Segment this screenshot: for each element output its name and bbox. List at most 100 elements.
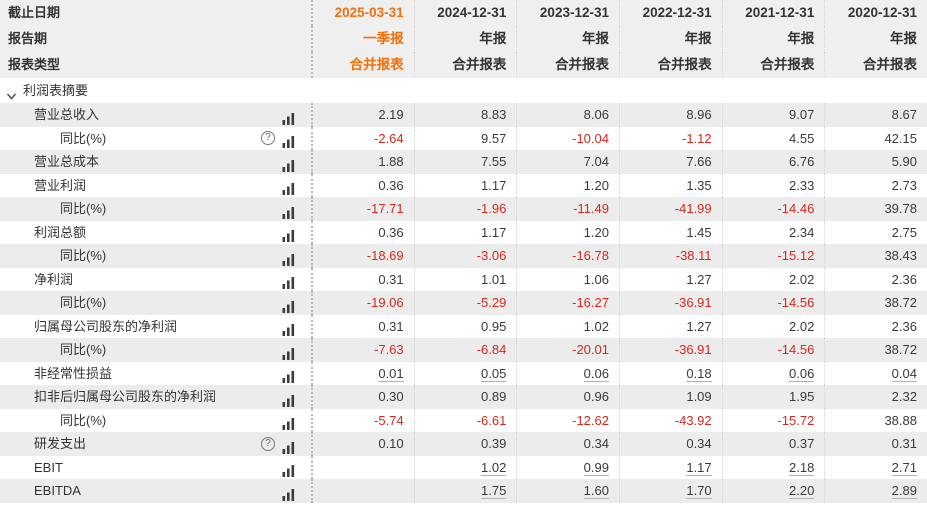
value-number[interactable]: 2.71 <box>891 459 917 476</box>
column-date-2022-12-31: 2022-12-31 <box>618 0 722 26</box>
bar-chart-icon[interactable] <box>282 344 295 360</box>
value-number: 2.02 <box>789 318 815 334</box>
value-number[interactable]: 0.18 <box>686 365 712 382</box>
value-number: -6.84 <box>476 342 507 357</box>
value-cell: 9.57 <box>413 126 517 150</box>
value-number[interactable]: 1.75 <box>481 483 507 499</box>
bar-chart-icon[interactable] <box>282 156 295 172</box>
bar-chart-icon[interactable] <box>282 461 295 478</box>
value-cell: 1.27 <box>618 267 722 291</box>
value-number[interactable]: 0.04 <box>891 365 917 382</box>
chevron-down-icon[interactable] <box>6 85 17 100</box>
value-number[interactable]: 2.20 <box>789 483 815 499</box>
bar-chart-icon[interactable] <box>282 367 295 384</box>
value-number: -11.49 <box>573 201 609 216</box>
value-cell: -16.78 <box>516 244 619 268</box>
value-number: 2.36 <box>891 271 917 287</box>
value-cell <box>311 455 414 479</box>
value-number: -17.71 <box>366 201 404 216</box>
metric-label-cell: 同比(%) <box>0 409 311 433</box>
value-number: 1.01 <box>481 271 507 287</box>
bar-chart-icon[interactable] <box>282 179 295 196</box>
value-cell: 5.90 <box>824 150 927 174</box>
value-cell: 1.20 <box>516 173 619 197</box>
value-number: 0.96 <box>583 389 609 404</box>
bar-chart-icon[interactable] <box>282 438 295 454</box>
bottom-strip <box>0 502 927 509</box>
value-number: 9.07 <box>789 107 815 122</box>
value-number[interactable]: 0.06 <box>583 365 609 382</box>
value-number: -15.72 <box>777 412 815 428</box>
value-cell: 0.34 <box>618 432 722 456</box>
value-cell: -36.91 <box>618 291 722 315</box>
metric-row: 营业利润 0.36 1.17 1.20 1.35 2.33 2.73 <box>0 173 927 197</box>
bar-chart-icon[interactable] <box>282 226 295 243</box>
value-number[interactable]: 0.99 <box>583 459 609 476</box>
bar-chart-icon[interactable] <box>282 485 295 501</box>
metric-label: 同比(%) <box>60 342 107 357</box>
value-number: 1.17 <box>481 177 507 193</box>
metric-label-cell: 同比(%) <box>0 197 311 221</box>
value-number: -5.29 <box>476 295 507 310</box>
bar-chart-icon[interactable] <box>282 250 295 266</box>
section-title: 利润表摘要 <box>23 83 89 98</box>
value-number[interactable]: 1.02 <box>481 459 507 476</box>
value-number: -1.12 <box>682 130 712 146</box>
bar-chart-icon[interactable] <box>282 109 295 125</box>
value-number: 7.04 <box>583 154 609 169</box>
metric-label: 营业总收入 <box>34 107 100 122</box>
value-cell: 2.73 <box>824 173 927 197</box>
value-number[interactable]: 0.06 <box>789 365 815 382</box>
value-cell: 8.96 <box>618 103 722 127</box>
bar-chart-icon[interactable] <box>282 273 295 290</box>
metric-label-cell: 归属母公司股东的净利润 <box>0 315 311 339</box>
value-number: 2.34 <box>789 224 815 240</box>
help-icon[interactable]: ? <box>261 436 275 451</box>
metric-label: 同比(%) <box>60 248 107 263</box>
value-number: 39.78 <box>884 201 917 216</box>
bar-chart-icon[interactable] <box>282 391 295 407</box>
column-report-type-2020-12-31: 合并报表 <box>824 52 927 78</box>
bar-chart-icon[interactable] <box>282 203 295 219</box>
value-number[interactable]: 0.05 <box>481 365 507 382</box>
value-number: -6.61 <box>476 412 507 428</box>
header-row-date: 截止日期 2025-03-31 2024-12-31 2023-12-31 2022-… <box>0 0 927 26</box>
value-cell: 0.18 <box>618 361 722 385</box>
bar-chart-icon[interactable] <box>282 132 295 149</box>
value-number[interactable]: 1.17 <box>686 459 712 476</box>
help-icon[interactable]: ? <box>261 131 275 146</box>
value-cell: 2.34 <box>721 220 825 244</box>
value-number: 1.17 <box>481 224 507 240</box>
value-number[interactable]: 1.60 <box>583 483 609 499</box>
column-report-type-2025-03-31: 合并报表 <box>311 52 414 78</box>
metric-row: 归属母公司股东的净利润 0.31 0.95 1.02 1.27 2.02 2.36 <box>0 314 927 339</box>
row-icons <box>282 273 303 290</box>
value-cell: 1.17 <box>413 173 517 197</box>
bar-chart-icon[interactable] <box>282 414 295 431</box>
metric-label-cell: EBITDA <box>0 479 311 503</box>
metric-label-cell: 利润总额 <box>0 221 311 245</box>
metric-row: 营业总成本 1.88 7.55 7.04 7.66 6.76 5.90 <box>0 150 927 174</box>
bar-chart-icon[interactable] <box>282 297 295 313</box>
value-number: -16.78 <box>572 248 609 263</box>
value-cell: 0.89 <box>413 385 517 409</box>
value-cell: -12.62 <box>516 408 619 432</box>
value-number: -14.46 <box>777 201 815 216</box>
value-number: 1.06 <box>583 271 609 287</box>
value-number[interactable]: 2.18 <box>789 459 815 476</box>
value-number: -10.04 <box>572 130 609 146</box>
value-number: -16.27 <box>572 295 609 310</box>
value-number: 1.02 <box>583 318 609 334</box>
metric-label-cell: 营业总收入 <box>0 103 311 127</box>
value-number[interactable]: 1.70 <box>686 483 712 499</box>
value-cell: 1.88 <box>311 150 414 174</box>
value-number[interactable]: 2.89 <box>891 483 917 499</box>
section-header-income-statement[interactable]: 利润表摘要 <box>0 78 927 103</box>
value-cell: 0.10 <box>311 432 414 456</box>
value-number: 1.45 <box>686 224 712 240</box>
bar-chart-icon[interactable] <box>282 320 295 337</box>
value-number[interactable]: 0.01 <box>378 365 404 382</box>
value-cell: 0.96 <box>516 385 619 409</box>
value-cell <box>311 479 414 503</box>
metric-row: 同比(%) -18.69 -3.06 -16.78 -38.11 -15.12 38.43 <box>0 244 927 268</box>
